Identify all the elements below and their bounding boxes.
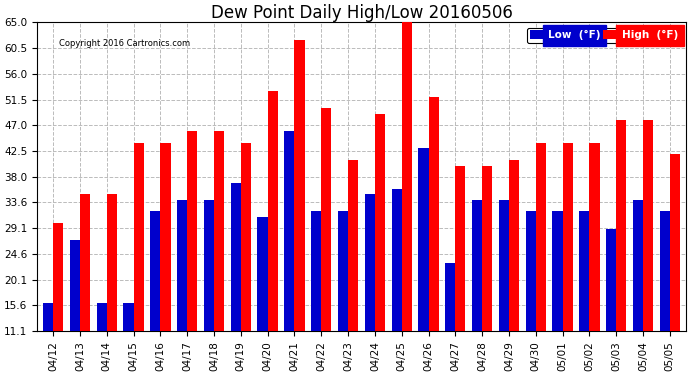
- Bar: [311, 211, 322, 331]
- Bar: [295, 39, 305, 331]
- Bar: [161, 142, 170, 331]
- Text: Copyright 2016 Cartronics.com: Copyright 2016 Cartronics.com: [59, 39, 190, 48]
- Bar: [338, 211, 348, 331]
- Bar: [643, 120, 653, 331]
- Bar: [53, 223, 63, 331]
- Bar: [43, 303, 53, 331]
- Bar: [241, 142, 251, 331]
- Bar: [375, 114, 385, 331]
- Bar: [562, 142, 573, 331]
- Bar: [70, 240, 80, 331]
- Title: Dew Point Daily High/Low 20160506: Dew Point Daily High/Low 20160506: [210, 4, 513, 22]
- Bar: [322, 108, 331, 331]
- Bar: [80, 194, 90, 331]
- Bar: [365, 194, 375, 331]
- Bar: [445, 263, 455, 331]
- Bar: [660, 211, 670, 331]
- Bar: [428, 97, 439, 331]
- Bar: [107, 194, 117, 331]
- Bar: [230, 183, 241, 331]
- Bar: [670, 154, 680, 331]
- Bar: [268, 91, 278, 331]
- Bar: [391, 189, 402, 331]
- Bar: [214, 131, 224, 331]
- Bar: [204, 200, 214, 331]
- Bar: [472, 200, 482, 331]
- Bar: [418, 148, 428, 331]
- Bar: [402, 22, 412, 331]
- Bar: [535, 142, 546, 331]
- Bar: [579, 211, 589, 331]
- Bar: [124, 303, 134, 331]
- Bar: [455, 166, 466, 331]
- Bar: [526, 211, 535, 331]
- Bar: [482, 166, 492, 331]
- Bar: [97, 303, 107, 331]
- Bar: [589, 142, 600, 331]
- Bar: [499, 200, 509, 331]
- Bar: [187, 131, 197, 331]
- Legend: Low  (°F), High  (°F): Low (°F), High (°F): [527, 27, 680, 43]
- Bar: [134, 142, 144, 331]
- Bar: [348, 160, 358, 331]
- Bar: [509, 160, 519, 331]
- Bar: [257, 217, 268, 331]
- Bar: [150, 211, 161, 331]
- Bar: [284, 131, 295, 331]
- Bar: [616, 120, 627, 331]
- Bar: [177, 200, 187, 331]
- Bar: [633, 200, 643, 331]
- Bar: [552, 211, 562, 331]
- Bar: [606, 229, 616, 331]
